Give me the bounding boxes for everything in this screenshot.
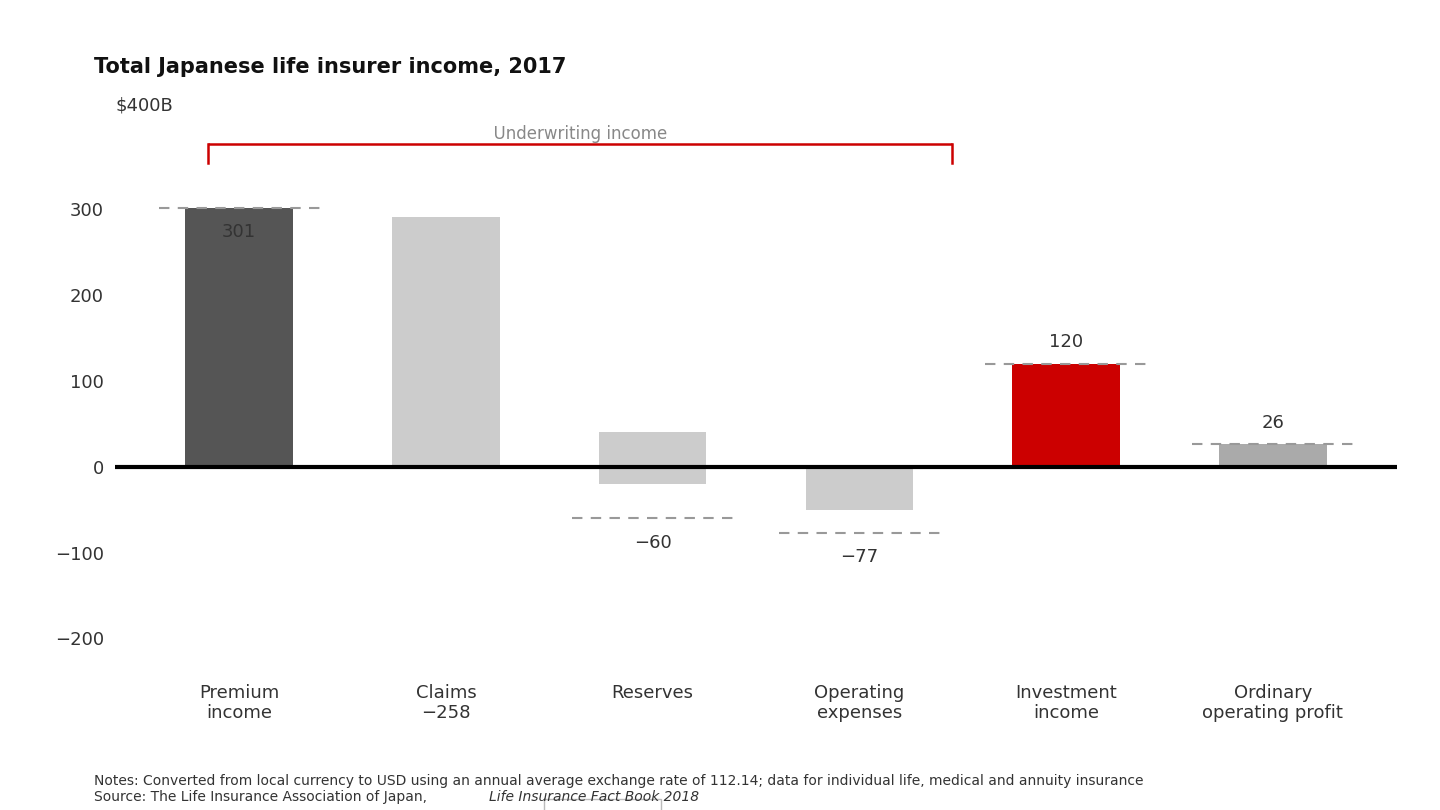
Legend: 2013: 2013 (543, 799, 661, 810)
Text: 26: 26 (1261, 414, 1284, 433)
Bar (392, 217, 500, 467)
Text: $400B: $400B (115, 96, 173, 114)
Text: 120: 120 (1048, 334, 1083, 352)
Bar (1220, 444, 1326, 467)
Text: −60: −60 (634, 534, 671, 552)
Text: Total Japanese life insurer income, 2017: Total Japanese life insurer income, 2017 (94, 57, 566, 77)
Text: Underwriting income: Underwriting income (482, 125, 678, 143)
Bar (805, 467, 913, 509)
Bar (599, 433, 707, 484)
Bar (1012, 364, 1120, 467)
Text: −258: −258 (420, 704, 471, 722)
Text: −77: −77 (841, 548, 878, 566)
Text: Notes: Converted from local currency to USD using an annual average exchange rat: Notes: Converted from local currency to … (94, 774, 1143, 787)
Text: 301: 301 (222, 224, 256, 241)
Bar (186, 208, 292, 467)
Text: Source: The Life Insurance Association of Japan,: Source: The Life Insurance Association o… (94, 790, 431, 804)
Text: Life Insurance Fact Book 2018: Life Insurance Fact Book 2018 (488, 790, 698, 804)
